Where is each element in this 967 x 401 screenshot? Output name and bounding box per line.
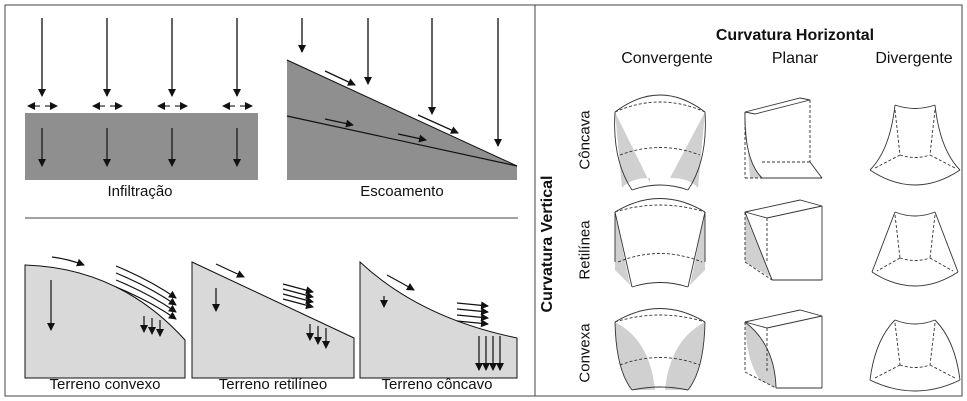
concave-terrain-label: Terreno côncavo (381, 376, 493, 393)
block-convergente-retilinea (614, 198, 706, 288)
block-convergente-convexa (614, 308, 706, 391)
infiltration-soil-block (25, 113, 258, 180)
infiltration-rain-arrows (38, 18, 241, 97)
rectilinear-flow-arrows (212, 263, 330, 349)
block-divergente-retilinea (871, 211, 959, 287)
block-divergente-convexa (869, 319, 961, 392)
row-label-convexa: Convexa (576, 323, 594, 383)
block-divergente-concava (869, 104, 961, 186)
block-convergente-concava (614, 94, 706, 191)
vertical-curvature-title: Curvatura Vertical (539, 175, 556, 313)
runoff-flow-arrows (324, 70, 459, 143)
runoff-surface-line (286, 59, 518, 167)
block-planar-retilinea (744, 199, 823, 281)
runoff-infiltration-line (286, 115, 518, 167)
rectilinear-slope (191, 261, 355, 379)
convex-terrain-label: Terreno convexo (49, 376, 161, 393)
concave-slope (359, 260, 518, 379)
rectilinear-terrain-panel (191, 261, 355, 379)
column-label-convergente: Convergente (621, 50, 713, 67)
infiltration-soil-arrows (38, 128, 241, 167)
row-label-concava: Côncava (576, 110, 594, 170)
column-label-planar: Planar (771, 50, 819, 67)
outer-frame (4, 4, 963, 397)
block-planar-concava (744, 97, 823, 179)
row-label-retilinea: Retilínea (576, 220, 594, 280)
concave-flow-arrows (380, 274, 504, 371)
convex-slope (24, 264, 186, 379)
runoff-slope-block (287, 60, 517, 180)
curvature-block-grid (614, 94, 961, 392)
runoff-label: Escoamento (360, 183, 444, 200)
convex-flow-arrows (47, 256, 177, 337)
runoff-panel (286, 18, 518, 180)
column-label-divergente: Divergente (875, 50, 953, 67)
concave-terrain-panel (359, 260, 518, 379)
horizontal-curvature-title: Curvatura Horizontal (715, 27, 875, 44)
runoff-rain-arrows (298, 18, 502, 147)
infiltration-label: Infiltração (107, 183, 173, 200)
convex-terrain-panel (24, 256, 186, 379)
rectilinear-terrain-label: Terreno retilíneo (218, 376, 328, 393)
infiltration-panel (25, 18, 258, 180)
block-planar-convexa (744, 309, 823, 389)
